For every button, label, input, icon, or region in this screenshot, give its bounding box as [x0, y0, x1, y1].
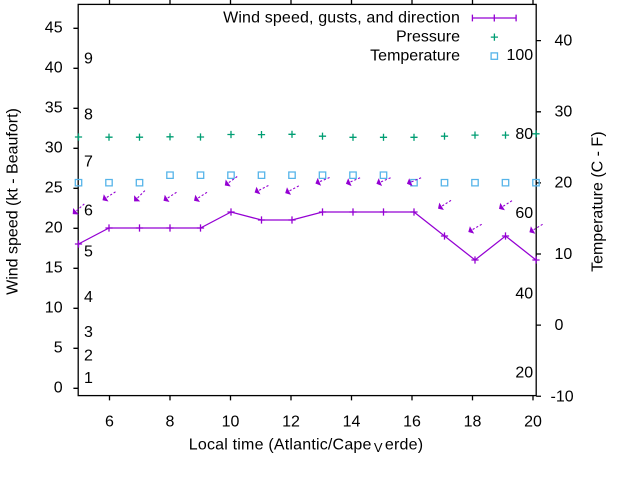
svg-text:20: 20	[45, 219, 63, 236]
svg-text:25: 25	[45, 179, 63, 196]
svg-text:18: 18	[464, 414, 482, 431]
svg-text:60: 60	[515, 205, 533, 222]
svg-text:15: 15	[45, 259, 63, 276]
svg-text:8: 8	[166, 414, 175, 431]
svg-text:30: 30	[45, 139, 63, 156]
svg-text:Wind speed (kt - Beaufort): Wind speed (kt - Beaufort)	[5, 108, 22, 295]
svg-text:40: 40	[45, 59, 63, 76]
svg-text:5: 5	[54, 339, 63, 356]
svg-text:3: 3	[84, 324, 93, 341]
svg-text:10: 10	[555, 246, 573, 263]
svg-text:80: 80	[515, 126, 533, 143]
svg-text:20: 20	[524, 414, 542, 431]
svg-text:Temperature (C - F): Temperature (C - F)	[590, 131, 607, 271]
svg-text:9: 9	[84, 50, 93, 67]
svg-text:-10: -10	[551, 388, 574, 405]
svg-text:20: 20	[555, 175, 573, 192]
svg-text:40: 40	[555, 32, 573, 49]
svg-text:6: 6	[105, 414, 114, 431]
svg-text:10: 10	[222, 414, 240, 431]
svg-text:100: 100	[506, 47, 533, 64]
svg-text:0: 0	[555, 317, 564, 334]
svg-text:8: 8	[84, 106, 93, 123]
svg-text:0: 0	[54, 379, 63, 396]
svg-text:10: 10	[45, 299, 63, 316]
svg-text:4: 4	[84, 289, 93, 306]
svg-text:Pressure: Pressure	[396, 29, 460, 46]
svg-text:20: 20	[515, 364, 533, 381]
svg-text:1: 1	[84, 370, 93, 387]
svg-text:14: 14	[343, 414, 361, 431]
svg-text:16: 16	[403, 414, 421, 431]
svg-text:12: 12	[282, 414, 300, 431]
svg-text:7: 7	[84, 153, 93, 170]
svg-text:2: 2	[84, 347, 93, 364]
svg-text:30: 30	[555, 104, 573, 121]
svg-text:6: 6	[84, 202, 93, 219]
svg-text:35: 35	[45, 99, 63, 116]
svg-text:5: 5	[84, 243, 93, 260]
svg-text:40: 40	[515, 285, 533, 302]
svg-text:Temperature: Temperature	[370, 48, 460, 65]
svg-text:Wind speed, gusts, and directi: Wind speed, gusts, and direction	[223, 9, 460, 26]
svg-text:45: 45	[45, 19, 63, 36]
